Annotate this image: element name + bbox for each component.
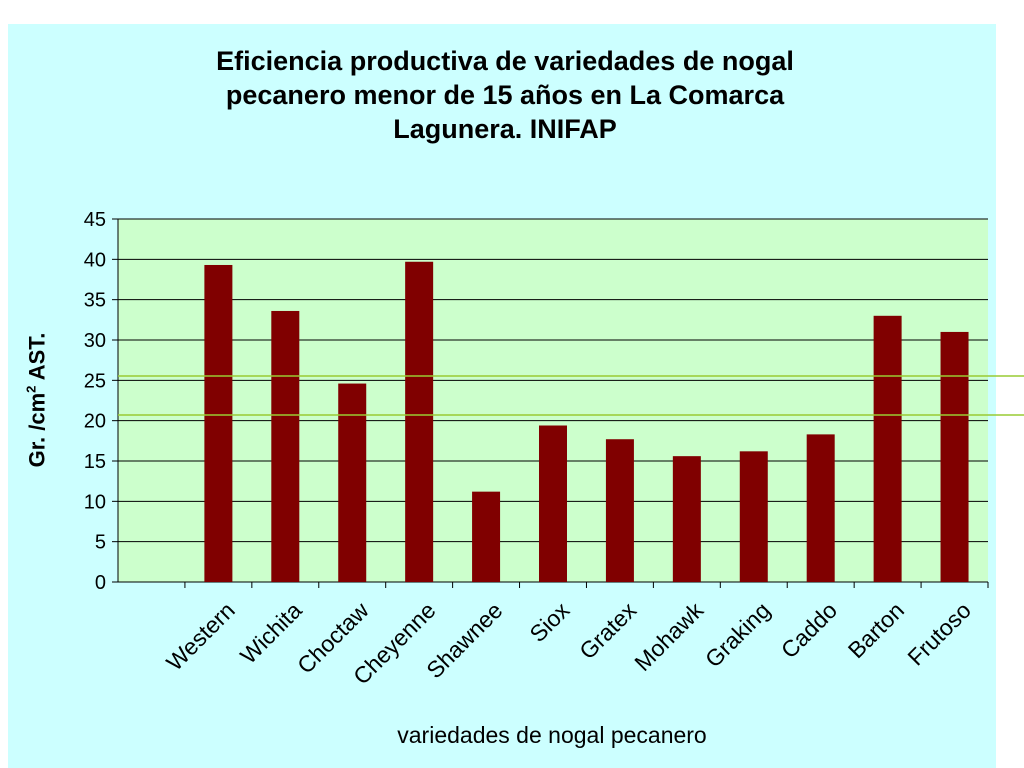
bar-choctaw: [338, 383, 367, 582]
bar-mohawk: [672, 456, 701, 582]
x-tick-label: Graking: [700, 597, 775, 672]
y-axis-label-superscript: 2: [23, 385, 39, 393]
y-tick-label: 5: [95, 532, 106, 554]
bar-shawnee: [472, 491, 501, 582]
bar-siox: [539, 425, 567, 582]
chart-title-line-2: pecanero menor de 15 años en La Comarca: [225, 80, 785, 110]
bar-gratex: [605, 439, 634, 582]
bar-western: [204, 264, 233, 582]
x-tick-label: Frutoso: [902, 597, 976, 671]
bar-caddo: [806, 434, 835, 582]
x-tick-label: Caddo: [776, 597, 842, 663]
y-tick-label: 25: [84, 370, 106, 392]
x-tick-label: Mohawk: [629, 597, 708, 676]
chart-title: Eficiencia productiva de variedades de n…: [0, 44, 1010, 146]
bar-cheyenne: [405, 261, 434, 582]
y-tick-label: 35: [84, 290, 106, 312]
y-axis-label-suffix: AST.: [24, 332, 50, 386]
y-tick-label: 10: [84, 491, 106, 513]
y-tick-label: 45: [84, 209, 106, 231]
x-tick-label: Siox: [524, 597, 574, 647]
chart-title-line-1: Eficiencia productiva de variedades de n…: [216, 46, 794, 76]
x-axis-label: variedades de nogal pecanero: [397, 722, 707, 748]
y-tick-label: 30: [84, 330, 106, 352]
y-tick-label: 0: [95, 572, 106, 594]
bar-graking: [739, 451, 768, 582]
bar-frutoso: [940, 331, 969, 582]
y-tick-label: 15: [84, 451, 106, 473]
bar-wichita: [271, 310, 300, 582]
x-tick-label: Western: [161, 597, 240, 676]
x-tick-label: Barton: [843, 597, 909, 663]
bar-barton: [873, 315, 902, 582]
y-tick-label: 20: [84, 411, 106, 433]
chart-title-line-3: Lagunera. INIFAP: [393, 114, 617, 144]
y-axis-label-text: Gr. /cm: [24, 392, 50, 468]
y-axis-label: Gr. /cm2 AST.: [24, 333, 51, 468]
y-tick-label: 40: [84, 249, 106, 271]
